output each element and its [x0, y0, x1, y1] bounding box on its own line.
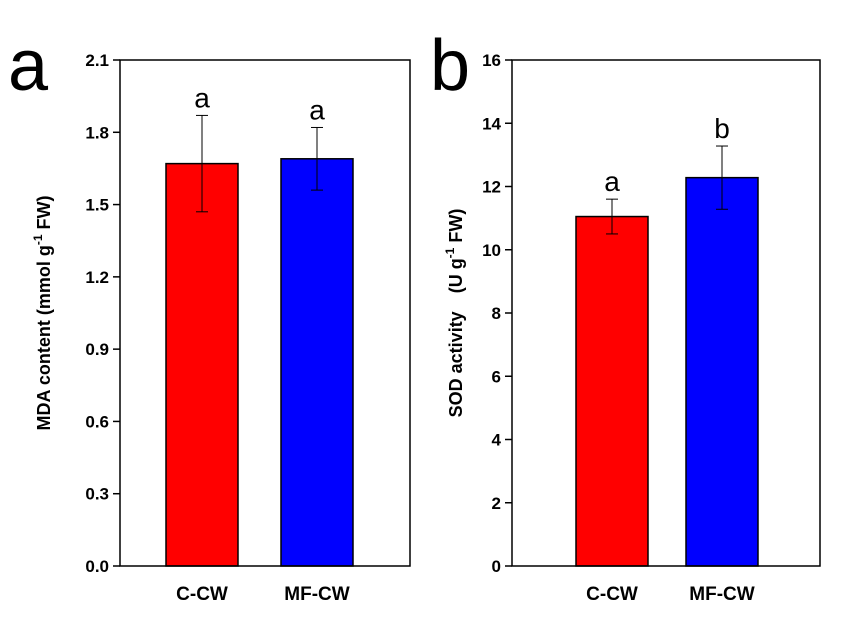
- panel-a-ytick-label: 0.6: [85, 412, 109, 431]
- panel-b-ytick-label: 4: [492, 431, 502, 450]
- panel-b-significance-letter: a: [604, 166, 620, 197]
- panel-b-axes: 0 2 4 6 8 10 12 14 16 a C-CW b MF-CW: [482, 51, 821, 605]
- panel-a-bar-c-cw: [165, 162, 239, 567]
- panel-b-ytick-label: 6: [492, 367, 501, 386]
- panel-a-frame: [119, 59, 411, 567]
- panel-b-category-label: MF-CW: [689, 584, 754, 605]
- panel-a-ytick-label: 0.3: [85, 485, 109, 504]
- panel-a-ytick-label: 1.8: [85, 123, 109, 142]
- panel-a-ytick-label: 1.5: [85, 196, 109, 215]
- panel-b-ytick-label: 16: [482, 51, 501, 70]
- panel-a-ytick-label: 2.1: [85, 51, 109, 70]
- panel-a-ytick-label: 0.0: [85, 557, 109, 576]
- panel-b-ytick-label: 2: [492, 494, 501, 513]
- panel-b-category-label: C-CW: [586, 584, 638, 605]
- panel-a-ytick-label: 0.9: [85, 340, 109, 359]
- panel-b-significance-letter: b: [714, 113, 730, 144]
- panel-b-ytick-label: 0: [492, 557, 501, 576]
- panel-a-ytick-label: 1.2: [85, 268, 109, 287]
- panel-b: b 0 2 4 6 8 10 12 14 16 a C-CW b MF-CW SOD activity …: [430, 26, 821, 605]
- panel-b-ytick-label: 14: [482, 114, 501, 133]
- panel-a-category-label: C-CW: [176, 584, 228, 605]
- panel-b-ytick-label: 12: [482, 178, 501, 197]
- panel-a-bar-mf-cw: [280, 158, 354, 567]
- panel-a-significance-letter: a: [309, 94, 325, 125]
- panel-b-ytick-label: 8: [492, 304, 501, 323]
- panel-a-letter: a: [8, 26, 49, 106]
- panel-b-bar-c-cw: [575, 215, 649, 567]
- panel-b-frame: [511, 59, 821, 567]
- panel-b-bar-mf-cw: [685, 176, 759, 567]
- panel-b-y-axis-label: SOD activity (U g-1 FW): [443, 209, 466, 418]
- panel-a-axes: 0.0 0.3 0.6 0.9 1.2 1.5 1.8 2.1 a C-CW a MF-CW: [85, 51, 411, 605]
- panel-b-letter: b: [430, 26, 470, 106]
- panel-a-category-label: MF-CW: [284, 584, 349, 605]
- panel-a-y-axis-label: MDA content (mmol g-1 FW): [31, 196, 54, 431]
- panel-b-ytick-label: 10: [482, 241, 501, 260]
- panel-a: a 0.0 0.3 0.6 0.9 1.2 1.5 1.8 2.1 a C-CW a MF-CW MD…: [8, 26, 411, 605]
- panel-a-significance-letter: a: [194, 82, 210, 113]
